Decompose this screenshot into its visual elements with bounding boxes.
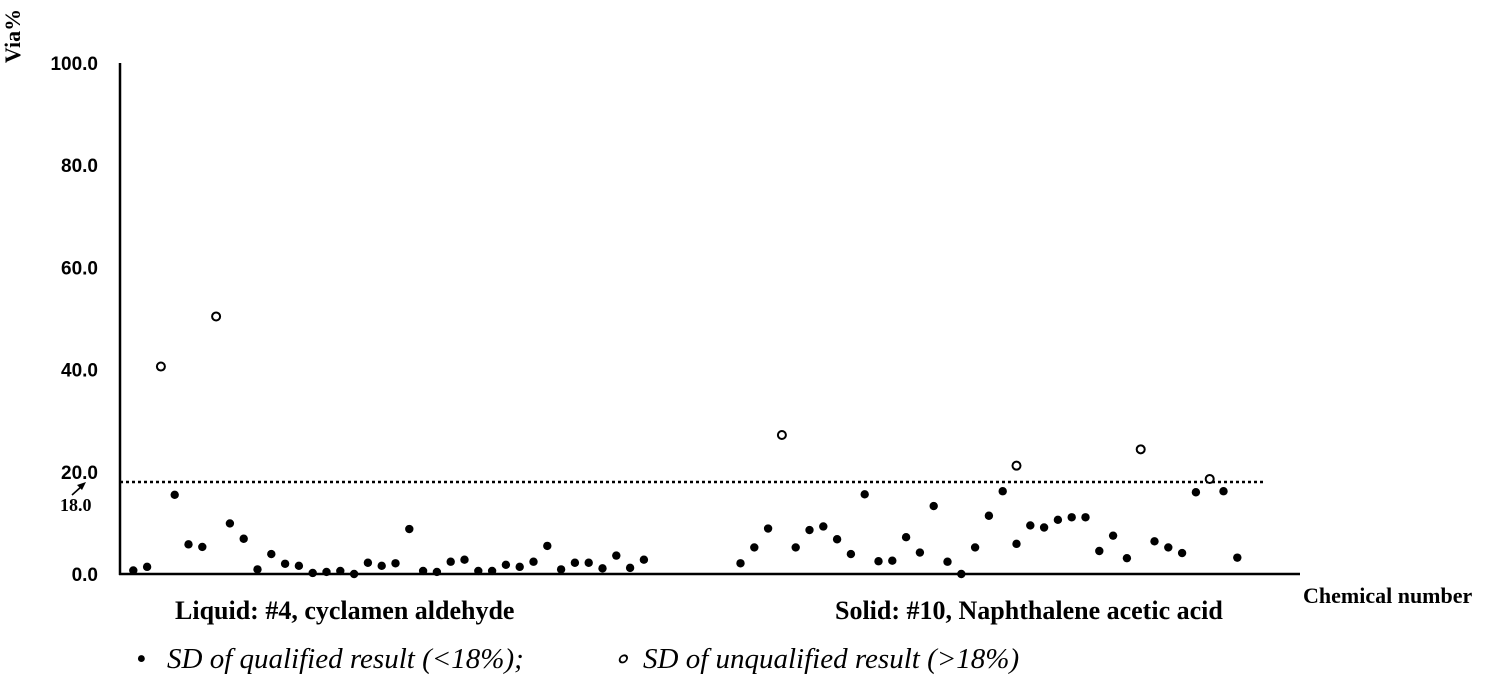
qualified-point <box>1095 546 1104 556</box>
x-axis-label: Chemical number <box>1303 583 1473 608</box>
qualified-point <box>487 566 497 576</box>
qualified-point <box>1191 488 1201 497</box>
qualified-point <box>1122 553 1132 563</box>
qualified-point <box>280 559 290 568</box>
qualified-point <box>198 542 207 552</box>
qualified-point <box>1081 513 1090 522</box>
qualified-point <box>1177 548 1187 558</box>
qualified-point <box>943 557 952 566</box>
unqualified-point <box>1135 444 1146 455</box>
y-tick-label: 40.0 <box>61 361 98 382</box>
qualified-point <box>598 564 607 573</box>
group-label-solid: Solid: #10, Naphthalene acetic acid <box>835 596 1223 625</box>
qualified-point <box>860 490 869 499</box>
qualified-point <box>1150 537 1159 546</box>
qualified-point <box>336 566 345 576</box>
group-label-liquid: Liquid: #4, cyclamen aldehyde <box>175 596 514 625</box>
qualified-point <box>460 555 469 564</box>
qualified-point <box>832 535 842 544</box>
qualified-point <box>391 559 400 568</box>
qualified-point <box>750 543 759 552</box>
qualified-point <box>929 501 938 511</box>
y-tick-label: 0.0 <box>72 565 98 586</box>
threshold-arrowhead <box>77 482 86 491</box>
qualified-point <box>184 540 193 549</box>
qualified-point <box>1164 543 1173 552</box>
qualified-point <box>543 541 552 551</box>
y-axis-ticks: 0.0 20.0 40.0 60.0 80.0 100.0 <box>50 54 98 586</box>
y-tick-label: 20.0 <box>61 463 98 484</box>
qualified-point <box>639 555 649 564</box>
unqualified-point <box>1204 473 1215 484</box>
qualified-point <box>377 561 386 571</box>
qualified-point <box>791 543 800 552</box>
qualified-point <box>405 524 414 534</box>
qualified-point <box>984 511 994 520</box>
qualified-point <box>474 566 483 576</box>
qualified-point <box>736 559 745 568</box>
qualified-point <box>888 556 897 565</box>
qualified-point <box>1219 487 1228 496</box>
qualified-point <box>529 557 538 566</box>
qualified-point <box>1108 531 1118 540</box>
data-points <box>129 311 1242 579</box>
qualified-point <box>267 549 276 559</box>
qualified-point <box>294 561 304 571</box>
qualified-point <box>625 563 635 573</box>
qualified-point <box>1233 553 1242 562</box>
legend-unqualified-marker: ∘ <box>612 643 630 675</box>
qualified-point <box>874 557 883 566</box>
qualified-point <box>501 560 511 570</box>
unqualified-point <box>155 361 166 372</box>
qualified-point <box>1039 523 1049 532</box>
qualified-point <box>363 558 373 567</box>
qualified-point <box>1053 515 1063 525</box>
qualified-point <box>1026 521 1035 530</box>
threshold-label: 18.0 <box>60 495 92 515</box>
qualified-point <box>418 566 428 576</box>
qualified-point <box>570 558 580 567</box>
legend-qualified-marker: • <box>136 643 146 675</box>
legend: • SD of qualified result (<18%); ∘ SD of… <box>136 643 1019 675</box>
qualified-point <box>349 569 359 579</box>
qualified-point <box>584 558 593 567</box>
qualified-point <box>998 487 1007 496</box>
qualified-point <box>170 490 179 499</box>
qualified-point <box>1012 539 1021 549</box>
qualified-point <box>612 551 621 560</box>
unqualified-point <box>1011 460 1022 471</box>
qualified-point <box>957 569 966 579</box>
y-tick-label: 80.0 <box>61 156 98 177</box>
legend-qualified-label: SD of qualified result (<18%); <box>167 643 524 675</box>
unqualified-point <box>211 311 222 322</box>
y-tick-label: 100.0 <box>50 54 98 75</box>
qualified-point <box>432 567 442 577</box>
qualified-point <box>225 519 235 528</box>
qualified-point <box>253 565 262 574</box>
qualified-point <box>901 533 911 542</box>
qualified-point <box>308 568 317 578</box>
qualified-point <box>846 549 856 559</box>
unqualified-point <box>776 430 787 441</box>
qualified-point <box>763 524 773 533</box>
qualified-point <box>1067 513 1076 522</box>
qualified-point <box>142 562 152 572</box>
qualified-point <box>239 534 248 543</box>
qualified-point <box>819 522 828 531</box>
qualified-point <box>915 548 925 557</box>
qualified-point <box>322 567 331 577</box>
qualified-point <box>970 543 980 552</box>
y-tick-label: 60.0 <box>61 258 98 279</box>
legend-unqualified-label: SD of unqualified result (>18%) <box>643 643 1019 675</box>
qualified-point <box>129 566 138 575</box>
qualified-point <box>446 557 455 566</box>
qualified-point <box>556 565 566 574</box>
qualified-point <box>515 562 524 572</box>
y-axis-label: Via% <box>0 9 25 63</box>
qualified-point <box>805 525 814 535</box>
